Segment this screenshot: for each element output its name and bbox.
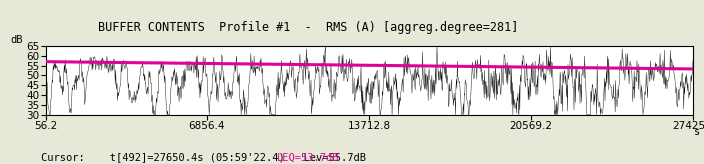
- Text: Cursor:    t[492]=27650.4s (05:59'22.4)   Lev=55.7dB: Cursor: t[492]=27650.4s (05:59'22.4) Lev…: [41, 152, 378, 162]
- Text: LEQ=53.7dB: LEQ=53.7dB: [277, 152, 339, 162]
- Text: dB: dB: [10, 35, 23, 45]
- Text: s: s: [694, 127, 700, 137]
- Text: BUFFER CONTENTS  Profile #1  -  RMS (A) [aggreg.degree=281]: BUFFER CONTENTS Profile #1 - RMS (A) [ag…: [98, 20, 518, 33]
